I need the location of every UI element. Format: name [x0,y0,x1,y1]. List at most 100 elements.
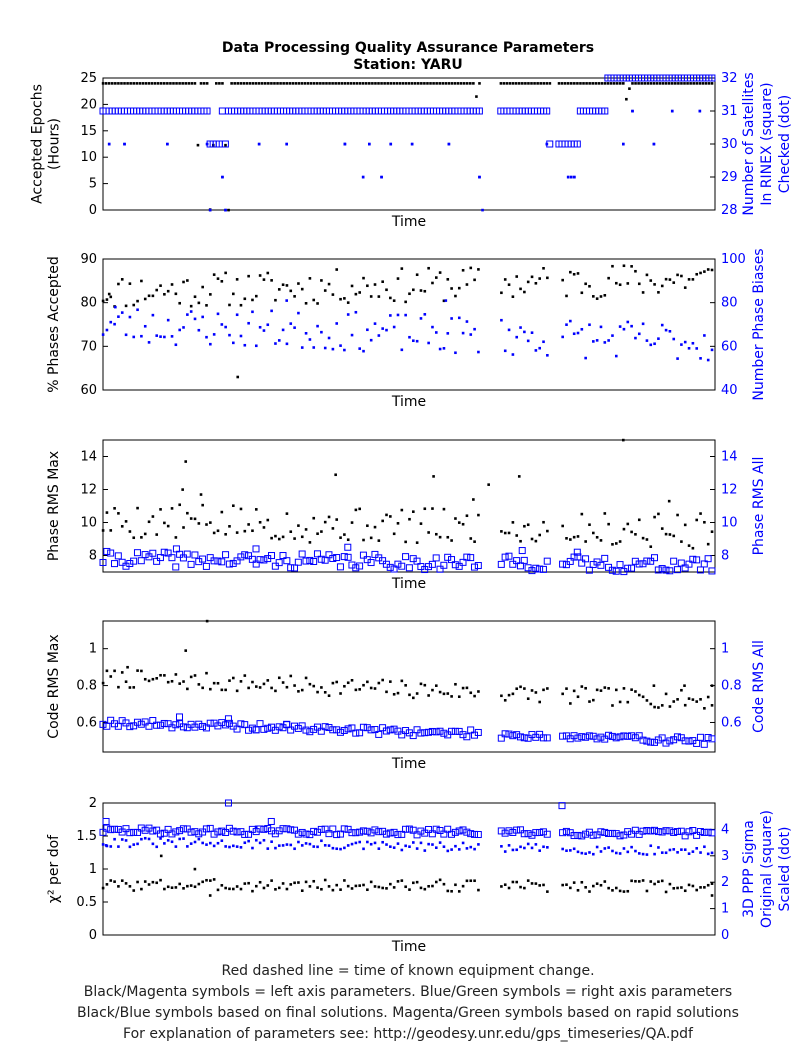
data-point-dot [260,82,264,85]
data-point-dot [274,342,277,345]
data-point-square [99,720,107,728]
data-point-dot [193,295,197,299]
data-point-dot [135,82,139,85]
data-point-square [505,552,513,560]
data-point-square [417,827,425,835]
chart-title: Data Processing Quality Assurance Parame… [222,40,594,56]
data-point-dot [254,838,258,842]
data-point-dot [500,318,503,322]
data-point-dot [189,310,193,313]
data-point-dot [695,847,699,850]
data-point-dot [124,839,128,842]
data-point-square [333,554,341,562]
data-point-dot [438,841,442,844]
data-point-dot [277,844,281,847]
data-point-dot [274,298,277,302]
data-point-dot [645,699,649,702]
data-point-dot [339,847,342,851]
data-point-square [260,556,268,564]
left-tick-label: 20 [80,97,97,112]
data-point-dot [262,838,266,842]
data-point-dot [423,683,427,687]
data-point-dot [323,844,327,847]
data-point-dot [415,880,419,884]
data-point-dot [614,851,618,855]
data-point-dot [614,542,618,545]
data-point-square [520,830,528,838]
data-point-dot [703,886,706,889]
data-point-dot [444,299,448,302]
data-point-square [451,828,459,836]
data-point-dot [109,320,113,324]
data-point-dot [584,282,587,286]
data-point-dot [358,291,361,294]
data-point-square [248,724,256,732]
data-point-dot [251,310,254,314]
data-point-dot [630,845,633,849]
data-point-dot [389,515,392,518]
data-point-square [405,825,413,833]
data-point-dot [369,686,373,690]
data-point-dot [438,535,442,539]
data-point-dot [676,273,679,277]
data-point-dot [136,506,139,510]
data-point-dot [230,82,233,85]
data-point-square [704,555,712,563]
data-point-square [99,558,107,566]
data-point-dot [569,82,573,85]
data-point-dot [218,82,221,85]
data-point-dot [129,82,132,85]
data-point-dot [622,527,626,531]
data-point-dot [503,349,507,353]
data-point-dot [190,82,194,85]
data-point-square [451,727,459,735]
data-point-dot [216,312,220,316]
data-point-dot [687,346,691,350]
data-point-dot [174,845,178,848]
data-point-square [252,560,260,568]
data-point-dot [270,536,273,540]
data-point-dot [683,340,687,344]
data-point-dot [202,82,206,85]
data-point-dot [257,142,261,146]
data-point-dot [385,690,388,694]
data-point-dot [304,842,308,845]
data-point-dot [703,270,706,273]
data-point-dot [503,531,507,535]
data-point-dot [461,841,465,845]
data-point-square [267,817,275,825]
data-point-dot [680,540,683,543]
data-point-dot [699,512,702,515]
data-point-dot [649,343,653,347]
data-point-dot [334,473,337,477]
data-point-square [601,554,609,562]
data-point-dot [423,289,427,293]
data-point-square [206,824,214,832]
data-point-dot [262,278,266,281]
data-point-dot [323,520,327,524]
data-point-dot [473,327,476,331]
data-point-square [402,825,410,833]
data-point-dot [434,331,438,334]
data-point-dot [450,889,453,893]
data-point-dot [136,880,139,884]
data-point-dot [680,848,683,851]
data-point-dot [343,846,346,850]
data-point-square [413,557,421,565]
data-point-dot [607,687,610,690]
data-point-square [241,551,249,559]
data-point-dot [507,844,511,847]
data-point-dot [251,298,254,302]
data-point-dot [138,82,142,85]
data-point-dot [526,879,530,882]
data-point-dot [542,266,545,270]
data-point-dot [603,512,607,515]
data-point-dot [308,682,312,686]
data-point-dot [389,845,392,848]
data-point-dot [438,878,442,882]
data-point-dot [373,525,377,529]
data-point-dot [166,318,170,322]
data-point-square [402,553,410,561]
data-point-square [578,559,586,567]
data-point-square [696,828,704,836]
